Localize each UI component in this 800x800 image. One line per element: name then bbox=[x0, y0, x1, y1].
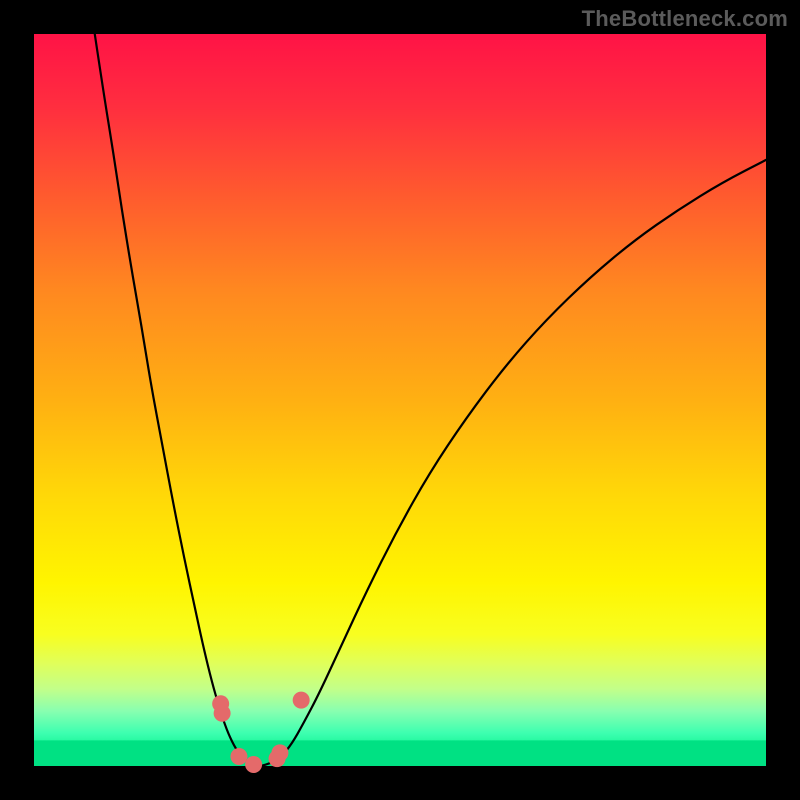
data-point bbox=[230, 748, 247, 765]
data-point bbox=[214, 705, 231, 722]
gradient-background bbox=[34, 34, 766, 766]
bottleneck-chart bbox=[0, 0, 800, 800]
green-band bbox=[34, 740, 766, 766]
data-point bbox=[293, 692, 310, 709]
data-point bbox=[271, 744, 288, 761]
data-point bbox=[245, 756, 262, 773]
watermark-text: TheBottleneck.com bbox=[582, 6, 788, 32]
chart-container: TheBottleneck.com bbox=[0, 0, 800, 800]
